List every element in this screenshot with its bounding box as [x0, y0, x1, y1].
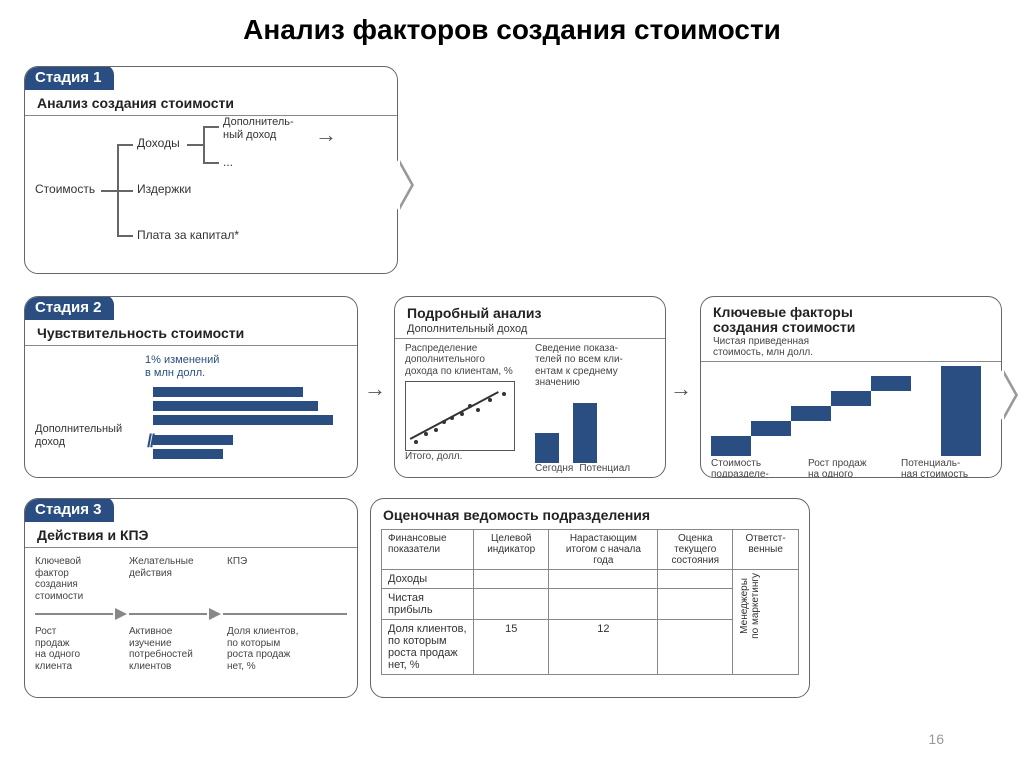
- sc-cell: [474, 570, 549, 589]
- triangle-icon: [209, 608, 221, 620]
- page-title: Анализ факторов создания стоимости: [0, 0, 1024, 54]
- sc-cell: [658, 589, 733, 620]
- detail-x1: Сегодня: [535, 463, 573, 475]
- sc-cell: [549, 589, 658, 620]
- stage2-tab: Стадия 2: [24, 296, 114, 320]
- step: [831, 391, 871, 406]
- detail-left-label: Распределение дополнительного дохода по …: [405, 343, 525, 378]
- detail-x2: Потенциал: [579, 463, 630, 475]
- step: [941, 366, 981, 456]
- sc-r2-0: Чистая прибыль: [382, 589, 474, 620]
- stage2-panel: Стадия 2 Чувствительность стоимости 1% и…: [24, 296, 358, 478]
- tree-grand-1: ...: [223, 155, 233, 169]
- page-number: 16: [928, 731, 944, 747]
- sc-cell: [658, 620, 733, 675]
- scatter-chart: [405, 381, 515, 451]
- sc-cell: [658, 570, 733, 589]
- kf-xlabel-1: Рост продаж на одного клиента: [808, 458, 884, 478]
- step: [871, 376, 911, 391]
- tree-grand-0: Дополнитель- ный доход: [223, 116, 294, 141]
- stage1-arrow-icon: →: [315, 122, 337, 148]
- sc-col-0: Финансовые показатели: [382, 530, 474, 570]
- sc-cell: [474, 589, 549, 620]
- scorecard-header: Оценочная ведомость подразделения: [371, 499, 809, 525]
- scorecard-panel: Оценочная ведомость подразделения Финанс…: [370, 498, 810, 698]
- stage3-tab: Стадия 3: [24, 498, 114, 522]
- sc-r3-2: 12: [549, 620, 658, 675]
- s3-col-0: Ключевой фактор создания стоимости: [35, 556, 119, 602]
- bar: [153, 387, 303, 397]
- step: [791, 406, 831, 421]
- triangle-icon: [115, 608, 127, 620]
- sc-col-2: Нарастающим итогом с начала года: [549, 530, 658, 570]
- bar: [153, 415, 333, 425]
- tree-child-2: Плата за капитал*: [137, 228, 239, 242]
- scorecard-table: Финансовые показатели Целевой индикатор …: [381, 529, 799, 675]
- step: [751, 421, 791, 436]
- s3-row-2: Доля клиентов, по которым роста продаж н…: [227, 626, 321, 672]
- tree-root: Стоимость: [35, 182, 95, 196]
- keyfactors-subheader: Чистая приведенная стоимость, млн долл.: [701, 336, 1001, 362]
- detail-panel: Подробный анализ Дополнительный доход Ра…: [394, 296, 666, 478]
- step: [711, 436, 751, 456]
- sc-cell: [549, 570, 658, 589]
- stage1-panel: Стадия 1 Анализ создания стоимости Стоим…: [24, 66, 398, 274]
- tree-child-1: Издержки: [137, 182, 191, 196]
- sc-r3-1: 15: [474, 620, 549, 675]
- detail-header: Подробный анализ: [395, 297, 665, 323]
- s3-row-1: Активное изучение потребностей клиентов: [129, 626, 217, 672]
- stage1-tree: Стоимость Доходы Издержки Плата за капит…: [25, 122, 397, 272]
- stage2-ylabel: Дополнительный доход: [35, 423, 135, 448]
- bar: [153, 449, 223, 459]
- stage2-bars: //: [143, 379, 347, 471]
- vbar-potential: [573, 403, 597, 463]
- detail-right-label: Сведение показа- телей по всем кли- ента…: [535, 343, 655, 389]
- s3-row-0: Рост продаж на одного клиента: [35, 626, 119, 672]
- sc-responsible: Менеджеры по маркетингу: [733, 570, 799, 675]
- table-row: Доходы Менеджеры по маркетингу: [382, 570, 799, 589]
- sc-col-1: Целевой индикатор: [474, 530, 549, 570]
- detail-vbars: [535, 393, 655, 463]
- arrow-icon: →: [670, 376, 692, 402]
- keyfactors-panel: Ключевые факторы создания стоимости Чист…: [700, 296, 1002, 478]
- vbar-today: [535, 433, 559, 463]
- sc-col-4: Ответст- венные: [733, 530, 799, 570]
- s3-col-2: КПЭ: [227, 556, 321, 602]
- stage1-tab: Стадия 1: [24, 66, 114, 90]
- arrow-icon: →: [364, 376, 386, 402]
- keyfactors-header: Ключевые факторы создания стоимости: [701, 297, 1001, 336]
- sc-r3-0: Доля клиентов, по которым роста продаж н…: [382, 620, 474, 675]
- tree-child-0: Доходы: [137, 136, 180, 150]
- stage2-legend: 1% изменений в млн долл.: [145, 354, 347, 379]
- sc-r1-0: Доходы: [382, 570, 474, 589]
- waterfall-chart: [711, 366, 991, 456]
- bar: [153, 401, 318, 411]
- bar: [153, 435, 233, 445]
- kf-xlabel-0: Стоимость подразделе- ния сегодня: [711, 458, 791, 478]
- detail-left-footer: Итого, долл.: [405, 451, 525, 463]
- sc-col-3: Оценка текущего состояния: [658, 530, 733, 570]
- s3-col-1: Желательные действия: [129, 556, 217, 602]
- stage3-panel: Стадия 3 Действия и КПЭ Ключевой фактор …: [24, 498, 358, 698]
- kf-xlabel-2: Потенциаль- ная стоимость подразделе- ни…: [901, 458, 991, 478]
- detail-subheader: Дополнительный доход: [395, 323, 665, 339]
